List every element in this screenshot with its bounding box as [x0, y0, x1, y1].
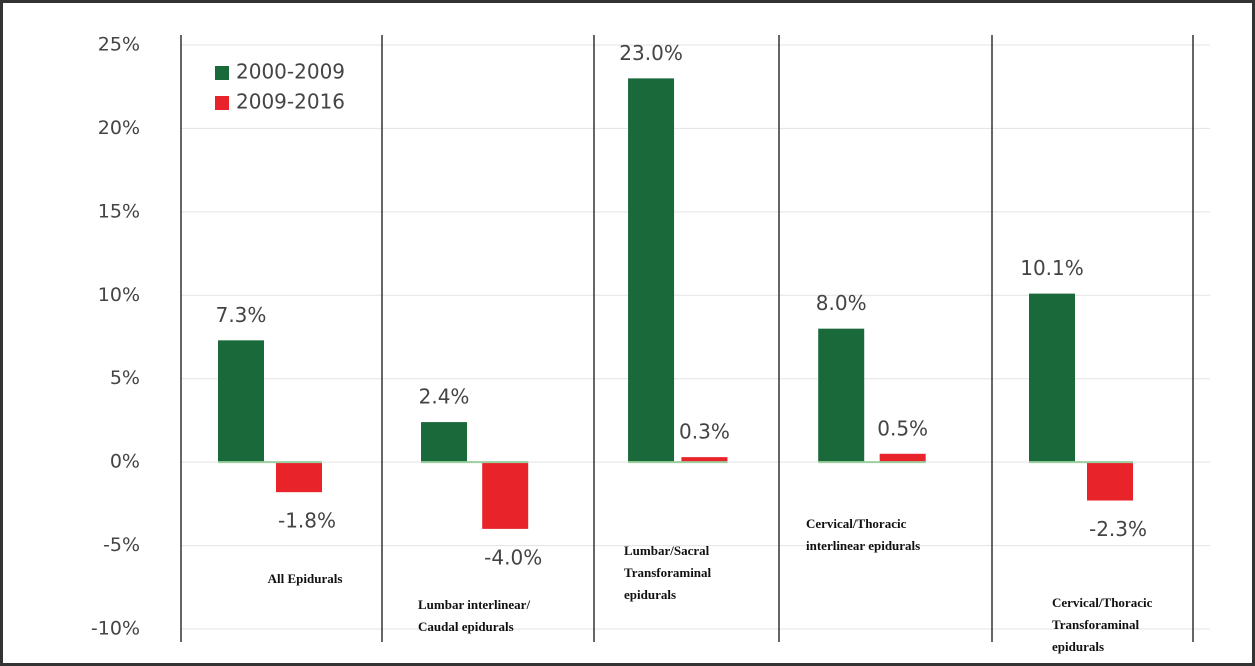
- legend-label: 2000-2009: [236, 60, 345, 84]
- x-category-label: interlinear epidurals: [806, 538, 920, 553]
- x-category-label: All Epidurals: [268, 571, 343, 586]
- x-category-label: Cervical/Thoracic: [806, 516, 907, 531]
- value-label: -4.0%: [484, 545, 542, 569]
- x-category-label: Lumbar/Sacral: [624, 543, 710, 558]
- bar: [482, 462, 529, 529]
- value-label: 10.1%: [1020, 256, 1084, 280]
- bar: [1029, 293, 1075, 463]
- x-category-label: Transforaminal: [1052, 617, 1140, 632]
- value-label: 0.3%: [679, 420, 730, 444]
- y-tick-label: 5%: [110, 367, 140, 389]
- y-tick-label: 15%: [98, 200, 140, 222]
- bar: [421, 422, 468, 463]
- x-category-label: epidurals: [1052, 639, 1104, 654]
- legend-swatch: [215, 66, 229, 80]
- value-label: 23.0%: [619, 41, 683, 65]
- value-label: 7.3%: [216, 303, 267, 327]
- legend-label: 2009-2016: [236, 90, 345, 114]
- y-tick-label: 25%: [98, 34, 140, 56]
- legend-swatch: [215, 96, 229, 110]
- x-category-label: Cervical/Thoracic: [1052, 595, 1153, 610]
- y-tick-label: 10%: [98, 284, 140, 306]
- value-label: 2.4%: [419, 385, 470, 409]
- x-category-label: Transforaminal: [624, 565, 712, 580]
- bar: [276, 462, 322, 493]
- bar: [218, 340, 264, 463]
- value-label: -2.3%: [1089, 517, 1147, 541]
- y-tick-label: -5%: [103, 534, 140, 556]
- bar: [1087, 462, 1133, 501]
- bar: [681, 457, 728, 463]
- y-tick-label: 20%: [98, 117, 140, 139]
- value-label: -1.8%: [278, 509, 336, 533]
- bar: [818, 328, 865, 463]
- x-category-label: Caudal epidurals: [418, 619, 514, 634]
- x-category-label: epidurals: [624, 587, 676, 602]
- value-label: 8.0%: [816, 291, 867, 315]
- x-category-label: Lumbar interlinear/: [418, 597, 530, 612]
- value-label: 0.5%: [877, 416, 928, 440]
- y-tick-label: -10%: [91, 618, 140, 640]
- bar: [879, 453, 926, 463]
- bar: [628, 78, 675, 463]
- y-tick-label: 0%: [110, 451, 140, 473]
